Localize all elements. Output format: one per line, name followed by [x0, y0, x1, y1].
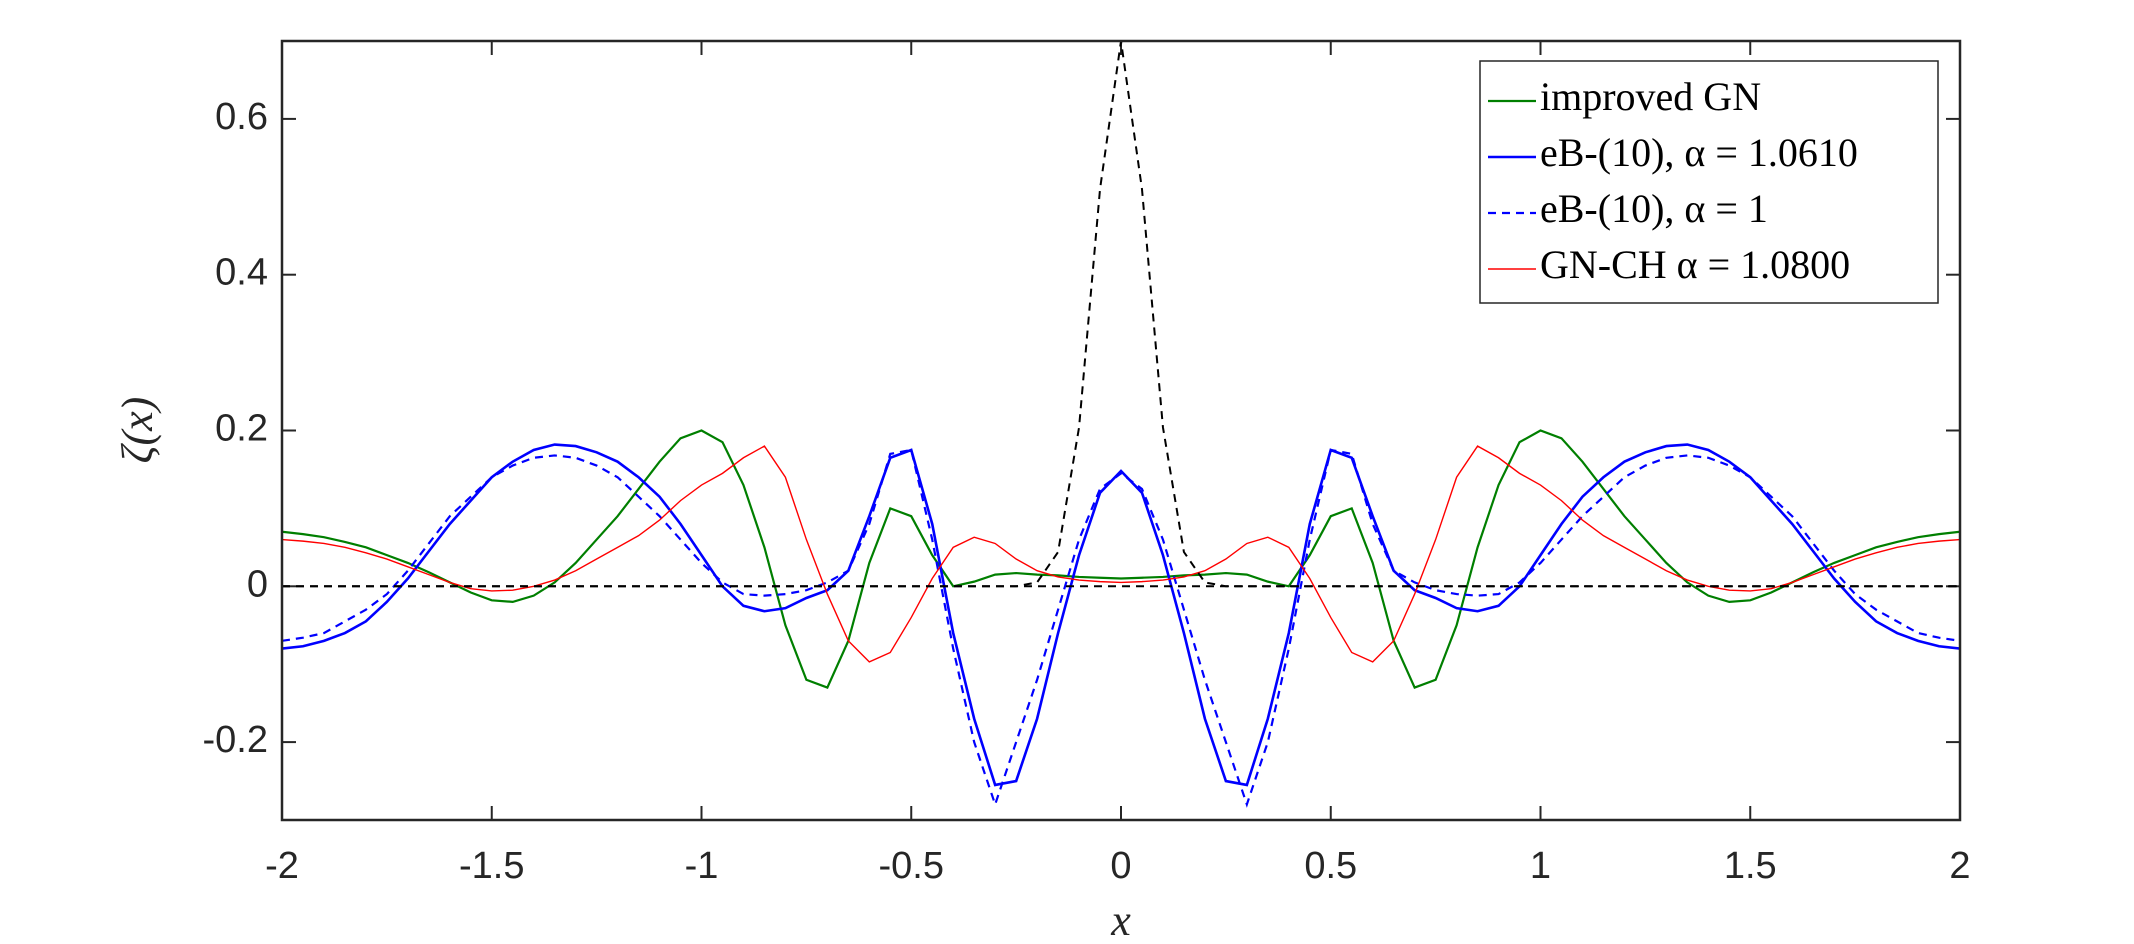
x-tick-label: -2: [265, 845, 299, 887]
series-line: [282, 448, 1960, 808]
y-tick-label: 0.6: [215, 96, 268, 138]
x-tick-label: 2: [1949, 845, 1970, 887]
y-axis-label: ζ(x): [113, 397, 162, 464]
legend-label: GN-CH α = 1.0800: [1540, 242, 1850, 287]
legend-label: eB-(10), α = 1: [1540, 186, 1768, 231]
y-tick-label: 0: [247, 563, 268, 605]
x-tick-label: 1.5: [1724, 845, 1777, 887]
legend-box: [1479, 60, 1939, 304]
series-line: [282, 443, 1960, 787]
x-tick-label: 1: [1530, 845, 1551, 887]
x-tick-label: 0.5: [1304, 845, 1357, 887]
x-tick-label: -1: [685, 845, 719, 887]
x-tick-label: -0.5: [879, 845, 944, 887]
y-tick-label: 0.4: [215, 252, 268, 294]
y-tick-label: -0.2: [203, 719, 268, 761]
legend-label: improved GN: [1540, 74, 1761, 119]
series-line: [282, 445, 1960, 663]
x-axis-label: x: [1110, 896, 1131, 944]
y-tick-label: 0.2: [215, 408, 268, 450]
series-line: [282, 429, 1960, 689]
plot-frame: [280, 39, 1962, 822]
x-tick-label: 0: [1110, 845, 1131, 887]
x-tick-label: -1.5: [459, 845, 524, 887]
legend-label: eB-(10), α = 1.0610: [1540, 130, 1858, 175]
